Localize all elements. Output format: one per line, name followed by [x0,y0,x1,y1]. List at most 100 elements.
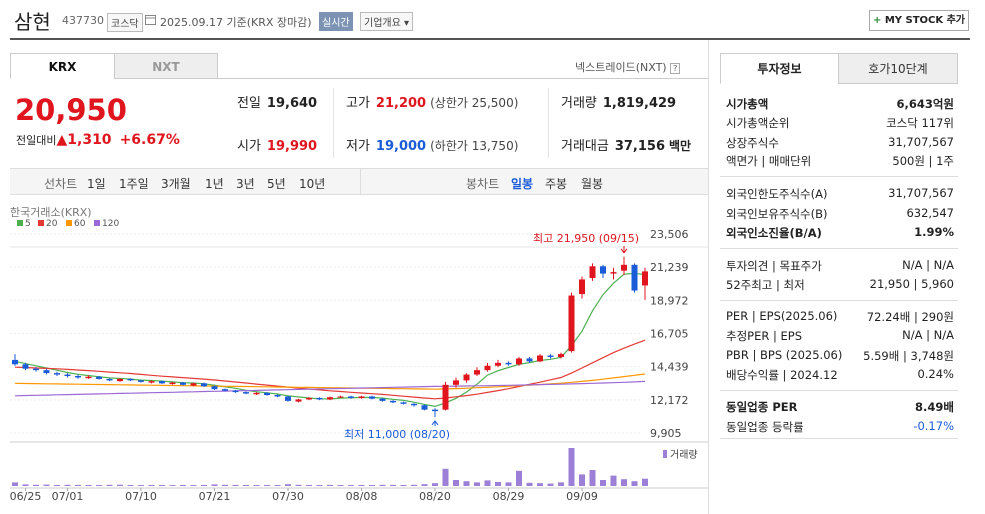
info-row: PBR | BPS (2025.06) 5.59배 | 3,748원 [726,348,954,363]
legend-label: 60 [74,219,86,229]
candle-body [421,405,428,410]
annotation-text: 최저 11,000 (08/20) [344,428,450,441]
quote-unit: 백만 [669,139,692,153]
candle-body [232,390,239,393]
info-row: 외국인한도주식수(A) 31,707,567 [726,186,954,202]
nxt-link[interactable]: 넥스트레이드(NXT) ? [575,59,681,75]
candle-body [369,396,375,399]
info-label: 추정PER | EPS [726,329,803,343]
candle-button[interactable]: 일봉 [511,177,534,191]
volume-label: 거래량 [670,449,698,461]
header-rule [10,38,970,40]
info-label: PBR | BPS (2025.06) [726,348,843,362]
x-tick-label: 08/08 [346,490,378,503]
candle-body [43,370,50,374]
y-tick-label: 9,905 [650,427,682,440]
candle-button[interactable]: 월봉 [581,177,604,191]
quote-item: 전일 19,640 [237,92,317,111]
info-value: 31,707,567 [888,186,954,200]
candle-chart-label: 봉차트 [466,177,500,191]
change-label: 전일대비 [16,134,57,147]
info-label: 동일업종 등락률 [726,420,804,434]
info-value: 8.49배 [915,400,954,414]
candle-button[interactable]: 주봉 [545,177,568,191]
info-label: 액면가 | 매매단위 [726,154,812,168]
info-tab[interactable]: 투자정보 [720,53,839,84]
volume-bar [526,482,533,486]
info-separator [720,176,958,177]
candle-body [117,378,123,382]
volume-bar [621,479,627,486]
info-row: 외국인보유주식수(B) 632,547 [726,206,954,222]
volume-bar [12,482,18,486]
period-button[interactable]: 1주일 [119,177,149,191]
info-row: 동일업종 PER 8.49배 [726,399,954,415]
volume-bar [400,484,407,486]
volume-bar [495,482,501,486]
annotation-arrowhead [431,420,439,426]
x-tick-label: 07/30 [272,490,304,503]
company-button[interactable]: 기업개요 ▾ [360,12,414,31]
candle-body [274,395,281,397]
info-value: 6,643억원 [896,97,954,111]
candle-body [568,295,575,352]
x-tick-label: 09/09 [566,490,598,503]
orderbook-tab[interactable]: 호가10단계 [838,53,958,84]
basis-date: 2025.09.17 기준(KRX 장마감) [160,14,312,30]
info-row: 시가총액 6,643억원 [726,96,954,112]
candle-body [106,378,113,381]
info-row: 상장주식수 31,707,567 [726,135,954,151]
current-price: 20,950 [15,93,127,127]
info-label: 투자의견 | 목표주가 [726,259,822,273]
quote-item: 거래대금 37,156 백만 [561,135,691,154]
volume-bar [589,470,596,486]
info-label: 외국인한도주식수(A) [726,187,828,201]
volume-bar [348,485,354,486]
help-icon: ? [670,63,681,74]
candle-body [22,364,29,369]
info-row: 투자의견 | 목표주가 N/A | N/A [726,258,954,274]
period-divider [360,168,361,195]
volume-bar [505,482,512,486]
candle-body [453,380,459,385]
period-button[interactable]: 3개월 [161,177,191,191]
y-tick-label: 23,506 [650,228,689,241]
volume-bar [190,485,197,486]
volume-bar [442,468,449,486]
market-badge: 코스닥 [107,13,143,32]
candle-body [75,376,81,378]
krx-tab[interactable]: KRX [10,53,115,79]
info-value: 500원 | 1주 [892,154,954,168]
period-button[interactable]: 10년 [299,177,326,191]
volume-bar [421,484,428,486]
mystock-button[interactable]: + MY STOCK 추가 [869,10,969,31]
volume-bar [22,484,29,486]
volume-bar [96,485,102,486]
period-button[interactable]: 1년 [205,177,224,191]
candle-body [148,381,155,383]
info-label: 시가총액순위 [726,116,790,130]
nxt-tab[interactable]: NXT [114,53,218,79]
period-button[interactable]: 1일 [87,177,106,191]
quote-value: 21,200 [375,96,427,111]
chart: 한국거래소(KRX)5 20 60 120 9,905 12,172 14,439 16,70… [10,206,708,503]
basis: 기준(KRX 장마감) [226,16,312,29]
realtime-badge[interactable]: 실시간 [319,12,353,31]
period-button[interactable]: 5년 [267,177,286,191]
candle-body [379,398,386,401]
candle-body [610,272,617,274]
info-value: 코스닥 117위 [886,116,954,130]
volume-bar [537,483,543,486]
info-value: 31,707,567 [888,135,954,149]
volume-bar [117,484,123,486]
volume-bar [211,484,218,486]
quote-label: 저가 [346,139,370,154]
candle-body [411,403,417,406]
volume-bar [222,484,228,486]
period-button[interactable]: 3년 [236,177,255,191]
legend-label: 20 [46,219,58,229]
quote-note: (하한가 13,750) [430,139,519,153]
candle-body [180,382,186,385]
volume-bar [474,482,480,486]
quote-item: 시가 19,990 [237,135,317,154]
